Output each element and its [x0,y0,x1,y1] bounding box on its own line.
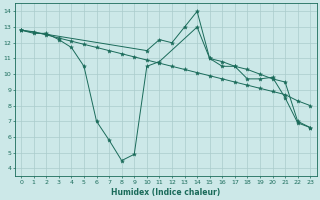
X-axis label: Humidex (Indice chaleur): Humidex (Indice chaleur) [111,188,220,197]
